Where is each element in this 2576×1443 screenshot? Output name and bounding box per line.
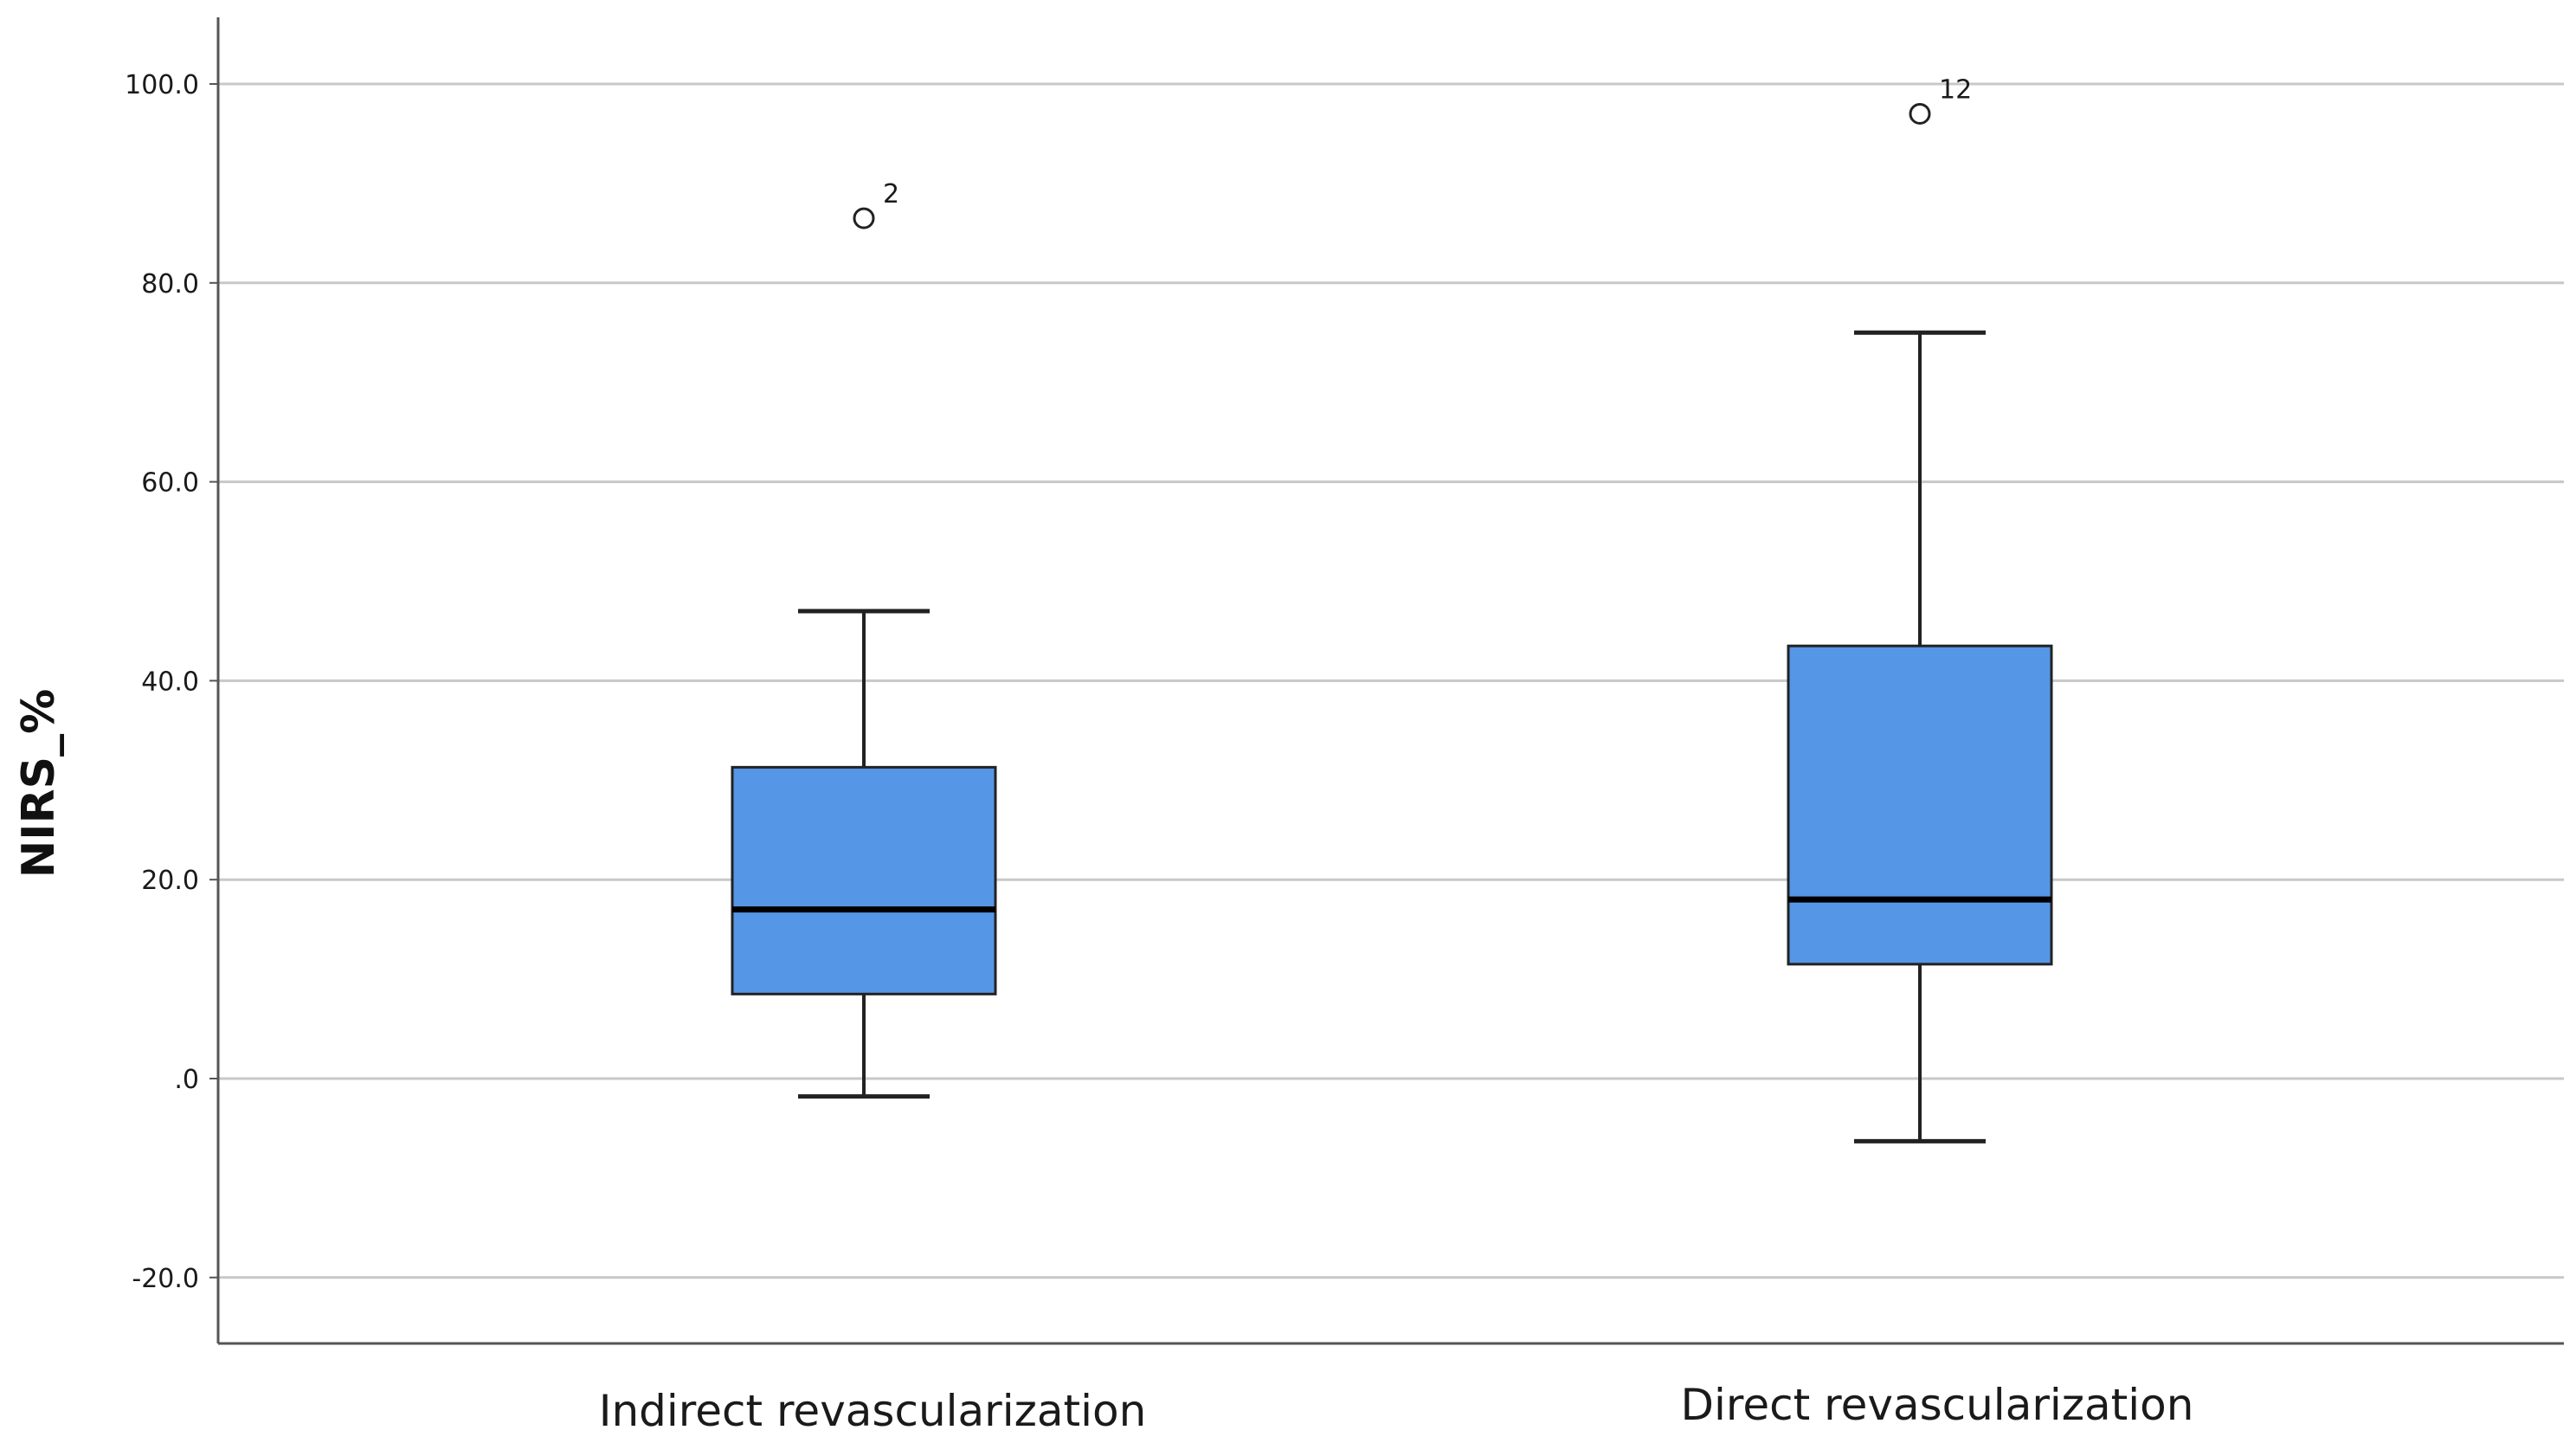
box-iqr [1787,644,2053,966]
box-group: 2 [731,179,997,1099]
y-tick-label: 40.0 [141,667,199,697]
outlier-label: 2 [883,179,899,209]
outlier-point [853,207,875,229]
category-labels: Indirect revascularization Direct revascu… [599,1380,2194,1436]
y-tick-label: 60.0 [141,468,199,499]
category-label: Direct revascularization [1681,1380,2194,1430]
outlier-point [1909,102,1931,125]
y-tick-labels: 100.0 80.0 60.0 40.0 20.0 .0 -20.0 [125,70,199,1294]
y-tick-label: .0 [174,1065,199,1095]
y-tick-label: 80.0 [141,269,199,300]
category-label: Indirect revascularization [599,1386,1147,1436]
boxes: 2 12 [731,74,2053,1143]
y-tick-label: -20.0 [132,1264,199,1294]
y-tick-label: 20.0 [141,866,199,896]
outlier-label: 12 [1939,74,1972,105]
box-group: 12 [1787,74,2053,1143]
y-axis-title: NIRS_% [13,689,65,878]
axes [209,17,2564,1345]
y-tick-label: 100.0 [125,70,199,100]
grid-lines [218,82,2564,1279]
box-iqr [731,765,997,995]
